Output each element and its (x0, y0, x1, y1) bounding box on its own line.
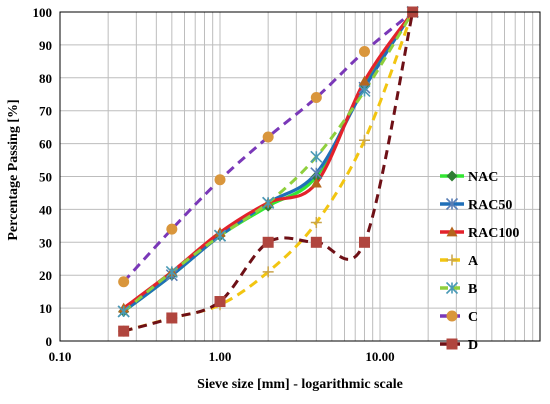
y-tick-label: 60 (39, 137, 52, 152)
data-point (310, 177, 322, 188)
y-tick-label: 10 (39, 301, 52, 316)
y-tick-label: 20 (39, 268, 52, 283)
data-point (117, 305, 130, 318)
data-point (358, 134, 370, 146)
y-tick-label: 70 (39, 104, 52, 119)
x-axis-title: Sieve size [mm] - logarithmic scale (197, 377, 403, 392)
legend-label: B (468, 282, 477, 297)
y-tick-label: 90 (39, 38, 52, 53)
data-point (213, 229, 227, 242)
data-point (118, 325, 130, 337)
data-point (445, 281, 459, 295)
legend-item-b: B (440, 281, 477, 297)
x-axis-ticks: 0.10 1.00 10.00 (49, 349, 395, 364)
legend-item-nac: NAC (440, 170, 498, 185)
y-tick-label: 50 (39, 170, 52, 185)
series-markers (117, 5, 419, 337)
data-point (310, 150, 323, 163)
legend-item-d: D (440, 338, 478, 353)
y-axis-ticks: 0 10 20 30 40 50 60 70 80 90 100 (33, 5, 53, 349)
markers-b (117, 5, 419, 318)
data-point (445, 197, 459, 211)
data-point (446, 226, 458, 237)
y-tick-label: 80 (39, 71, 52, 86)
data-point (310, 236, 322, 248)
x-tick-label: 1.00 (209, 349, 232, 364)
data-point (358, 236, 370, 248)
legend-label: C (468, 310, 478, 325)
data-point (446, 170, 458, 182)
data-point (166, 312, 178, 324)
data-point (358, 75, 370, 86)
data-point (358, 45, 370, 57)
legend-label: RAC50 (468, 198, 512, 213)
data-point (310, 217, 322, 229)
y-tick-label: 0 (46, 334, 53, 349)
data-point (262, 236, 274, 248)
legend-label: NAC (468, 170, 498, 185)
data-point (262, 196, 275, 209)
y-tick-label: 40 (39, 202, 52, 217)
data-point (118, 276, 130, 288)
data-point (262, 131, 274, 143)
x-tick-label: 0.10 (49, 349, 72, 364)
data-point (165, 265, 178, 278)
series-line-d (123, 11, 415, 333)
data-point (446, 310, 458, 322)
legend-item-a: A (440, 254, 479, 269)
legend-item-c: C (440, 310, 478, 325)
data-point (262, 266, 274, 278)
plot-frame (59, 11, 541, 342)
legend-label: RAC100 (468, 226, 519, 241)
data-point (310, 92, 322, 104)
x-tick-label: 10.00 (365, 349, 394, 364)
legend-label: A (468, 254, 479, 269)
legend-item-rac50: RAC50 (440, 197, 512, 213)
data-point (446, 338, 458, 350)
y-tick-label: 30 (39, 235, 52, 250)
data-point (310, 167, 323, 180)
data-point (358, 84, 371, 98)
data-point (214, 174, 226, 186)
data-point (446, 254, 458, 266)
data-point (166, 223, 178, 235)
legend-item-rac100: RAC100 (440, 226, 519, 241)
data-point (214, 296, 226, 308)
y-tick-label: 100 (33, 5, 53, 20)
legend-label: D (468, 338, 478, 353)
y-axis-title: Percentage Passing [%] (6, 99, 21, 240)
